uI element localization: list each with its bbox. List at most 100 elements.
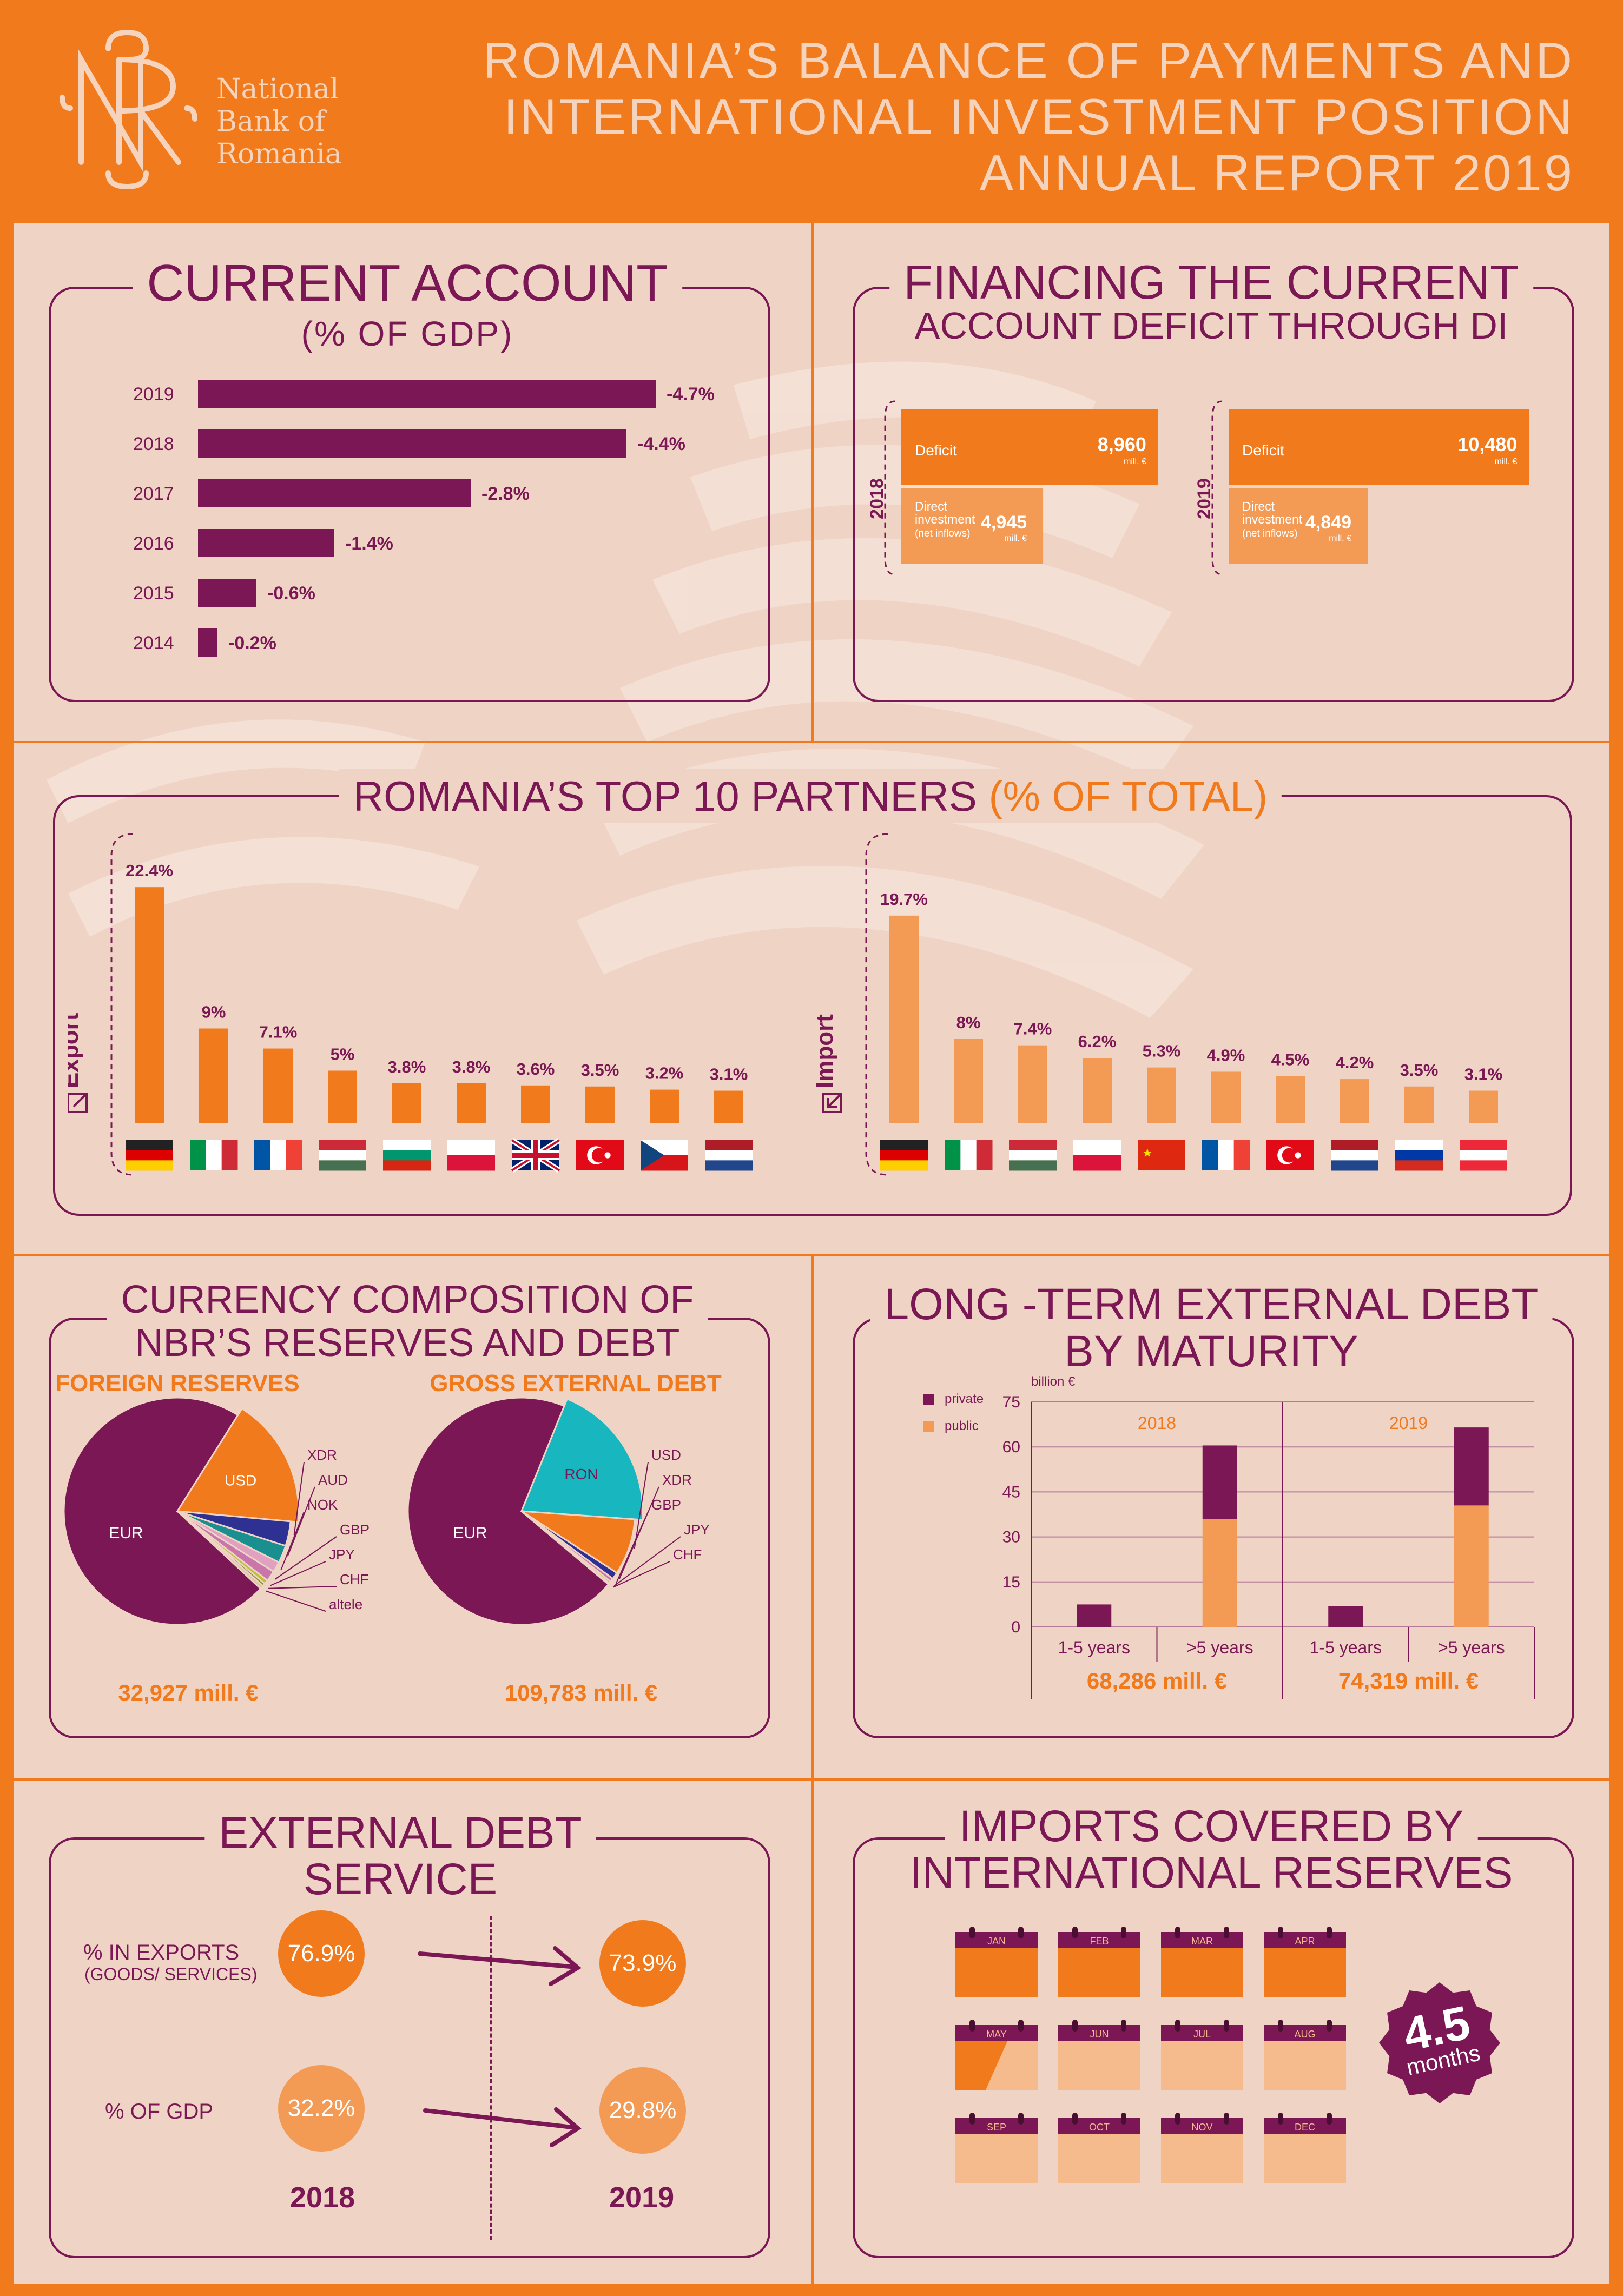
export-label: Export [68,1013,83,1088]
calendar-ring-icon [1018,2020,1024,2032]
calendar-header [1161,2025,1243,2041]
flag-de-icon [126,1140,173,1171]
value-label: 5% [331,1045,355,1064]
year-2019: 2019 [609,2181,675,2214]
slice-label: CHF [340,1571,368,1587]
currency-title-line2: NBR’S RESERVES AND DEBT [135,1321,680,1365]
flag-tr-icon [1266,1140,1314,1170]
pie-slice [521,1510,611,1586]
exports-label: % IN EXPORTS [83,1941,240,1964]
bar [1147,1067,1176,1123]
flag-fr-icon [1202,1140,1250,1170]
bar-private [1077,1604,1112,1627]
calendar-ring-icon [1018,2113,1024,2125]
calendar-header [1264,2025,1346,2041]
calendar-header [1264,2118,1346,2134]
calendar-ring-icon [1224,2020,1229,2032]
category-label: 1-5 years [1310,1638,1382,1657]
month-label: AUG [1294,2029,1315,2040]
month-label: OCT [1089,2122,1110,2133]
value-label: 3.8% [388,1057,426,1076]
leader-line [268,1586,337,1589]
di-value: 4,945 [981,512,1027,533]
header: National Bank of Romania ROMANIA’S BALAN… [0,0,1623,222]
bar-public [1454,1505,1489,1627]
unit-label: mill. € [1329,534,1351,543]
calendar-ring-icon [1072,2113,1078,2125]
calendar-ring-icon [1175,2113,1180,2125]
currency-chart: FOREIGN RESERVESEURUSDXDRAUDNOKGBPJPYCHF… [55,1370,722,1705]
value-label: 3.5% [581,1061,619,1080]
gdp-2018-value: 32.2% [287,2095,355,2121]
slice-label: EUR [109,1524,143,1542]
pie-slice [63,1397,262,1626]
di-label: investment [1242,512,1303,526]
arrow-icon [418,1946,582,2147]
tick-label: 15 [1002,1573,1020,1591]
tick-label: 45 [1002,1483,1020,1501]
tick-label: 0 [1011,1618,1020,1636]
title-line: ANNUAL REPORT 2019 [979,144,1574,201]
month-label: MAY [986,2029,1007,2040]
calendar-ring-icon [969,2113,975,2125]
value-label: 7.1% [259,1023,298,1042]
slice-label: altele [329,1596,362,1612]
leader-line [615,1511,649,1584]
flag-at-icon [1460,1140,1507,1171]
bar [198,380,656,408]
slice-label: RON [564,1466,598,1483]
unit-label: billion € [1031,1375,1076,1389]
bar [954,1039,983,1123]
currency-title-line1: CURRENCY COMPOSITION OF [107,1278,708,1322]
calendar-ring-icon [1121,2113,1126,2125]
gdp-label: % OF GDP [105,2100,214,2123]
year-2018: 2018 [290,2181,355,2214]
partners-title-unit: (% OF TOTAL) [988,772,1268,820]
month-label: JAN [987,1936,1006,1947]
bar [198,479,471,507]
calendar-ring-icon [1224,1927,1229,1938]
group-total: 68,286 mill. € [1087,1668,1227,1693]
slice-label: CHF [673,1546,702,1563]
bar [328,1070,357,1123]
unit-label: mill. € [1495,457,1518,466]
category-label: 2015 [133,583,174,604]
slice-label: NOK [307,1497,338,1513]
divider [14,741,1609,743]
bar [1340,1079,1369,1123]
slice-label: EUR [453,1524,487,1542]
pie-slice [521,1510,636,1574]
content-panel: CURRENT ACCOUNT (% OF GDP) 2019 -4.7% 2018… [14,223,1609,2284]
di-label: (net inflows) [915,528,970,539]
value-label: 8% [956,1013,981,1032]
category-label: >5 years [1438,1638,1505,1657]
bar [392,1083,421,1123]
bar [521,1085,550,1123]
flag-bg-icon [383,1140,431,1171]
bar [889,915,919,1123]
tick-label: 60 [1002,1438,1020,1456]
value-label: -2.8% [481,484,530,504]
legend-public: public [945,1419,979,1433]
leader-line [293,1461,305,1535]
bar [199,1028,228,1123]
logo-line: National [216,73,339,105]
calendar-ring-icon [969,2020,975,2032]
gdp-2018-circle: 32.2% [278,2065,365,2152]
pie-slice [176,1407,300,1523]
bar [1211,1071,1241,1123]
bracket [1211,400,1223,575]
flag-tr-icon [576,1140,624,1170]
category-label: >5 years [1186,1638,1253,1657]
calendar-ring-icon [1278,1927,1283,1938]
bar [1404,1086,1434,1123]
calendar-header [1264,1932,1346,1948]
calendar-header [1058,1932,1140,1948]
bar-private [1454,1427,1489,1506]
leader-line [613,1536,681,1586]
calendar-header [1058,2025,1140,2041]
bar [650,1089,679,1123]
leader-line [287,1486,315,1557]
longterm-title-line2: BY MATURITY [1064,1327,1358,1376]
legend-private: private [945,1392,984,1406]
